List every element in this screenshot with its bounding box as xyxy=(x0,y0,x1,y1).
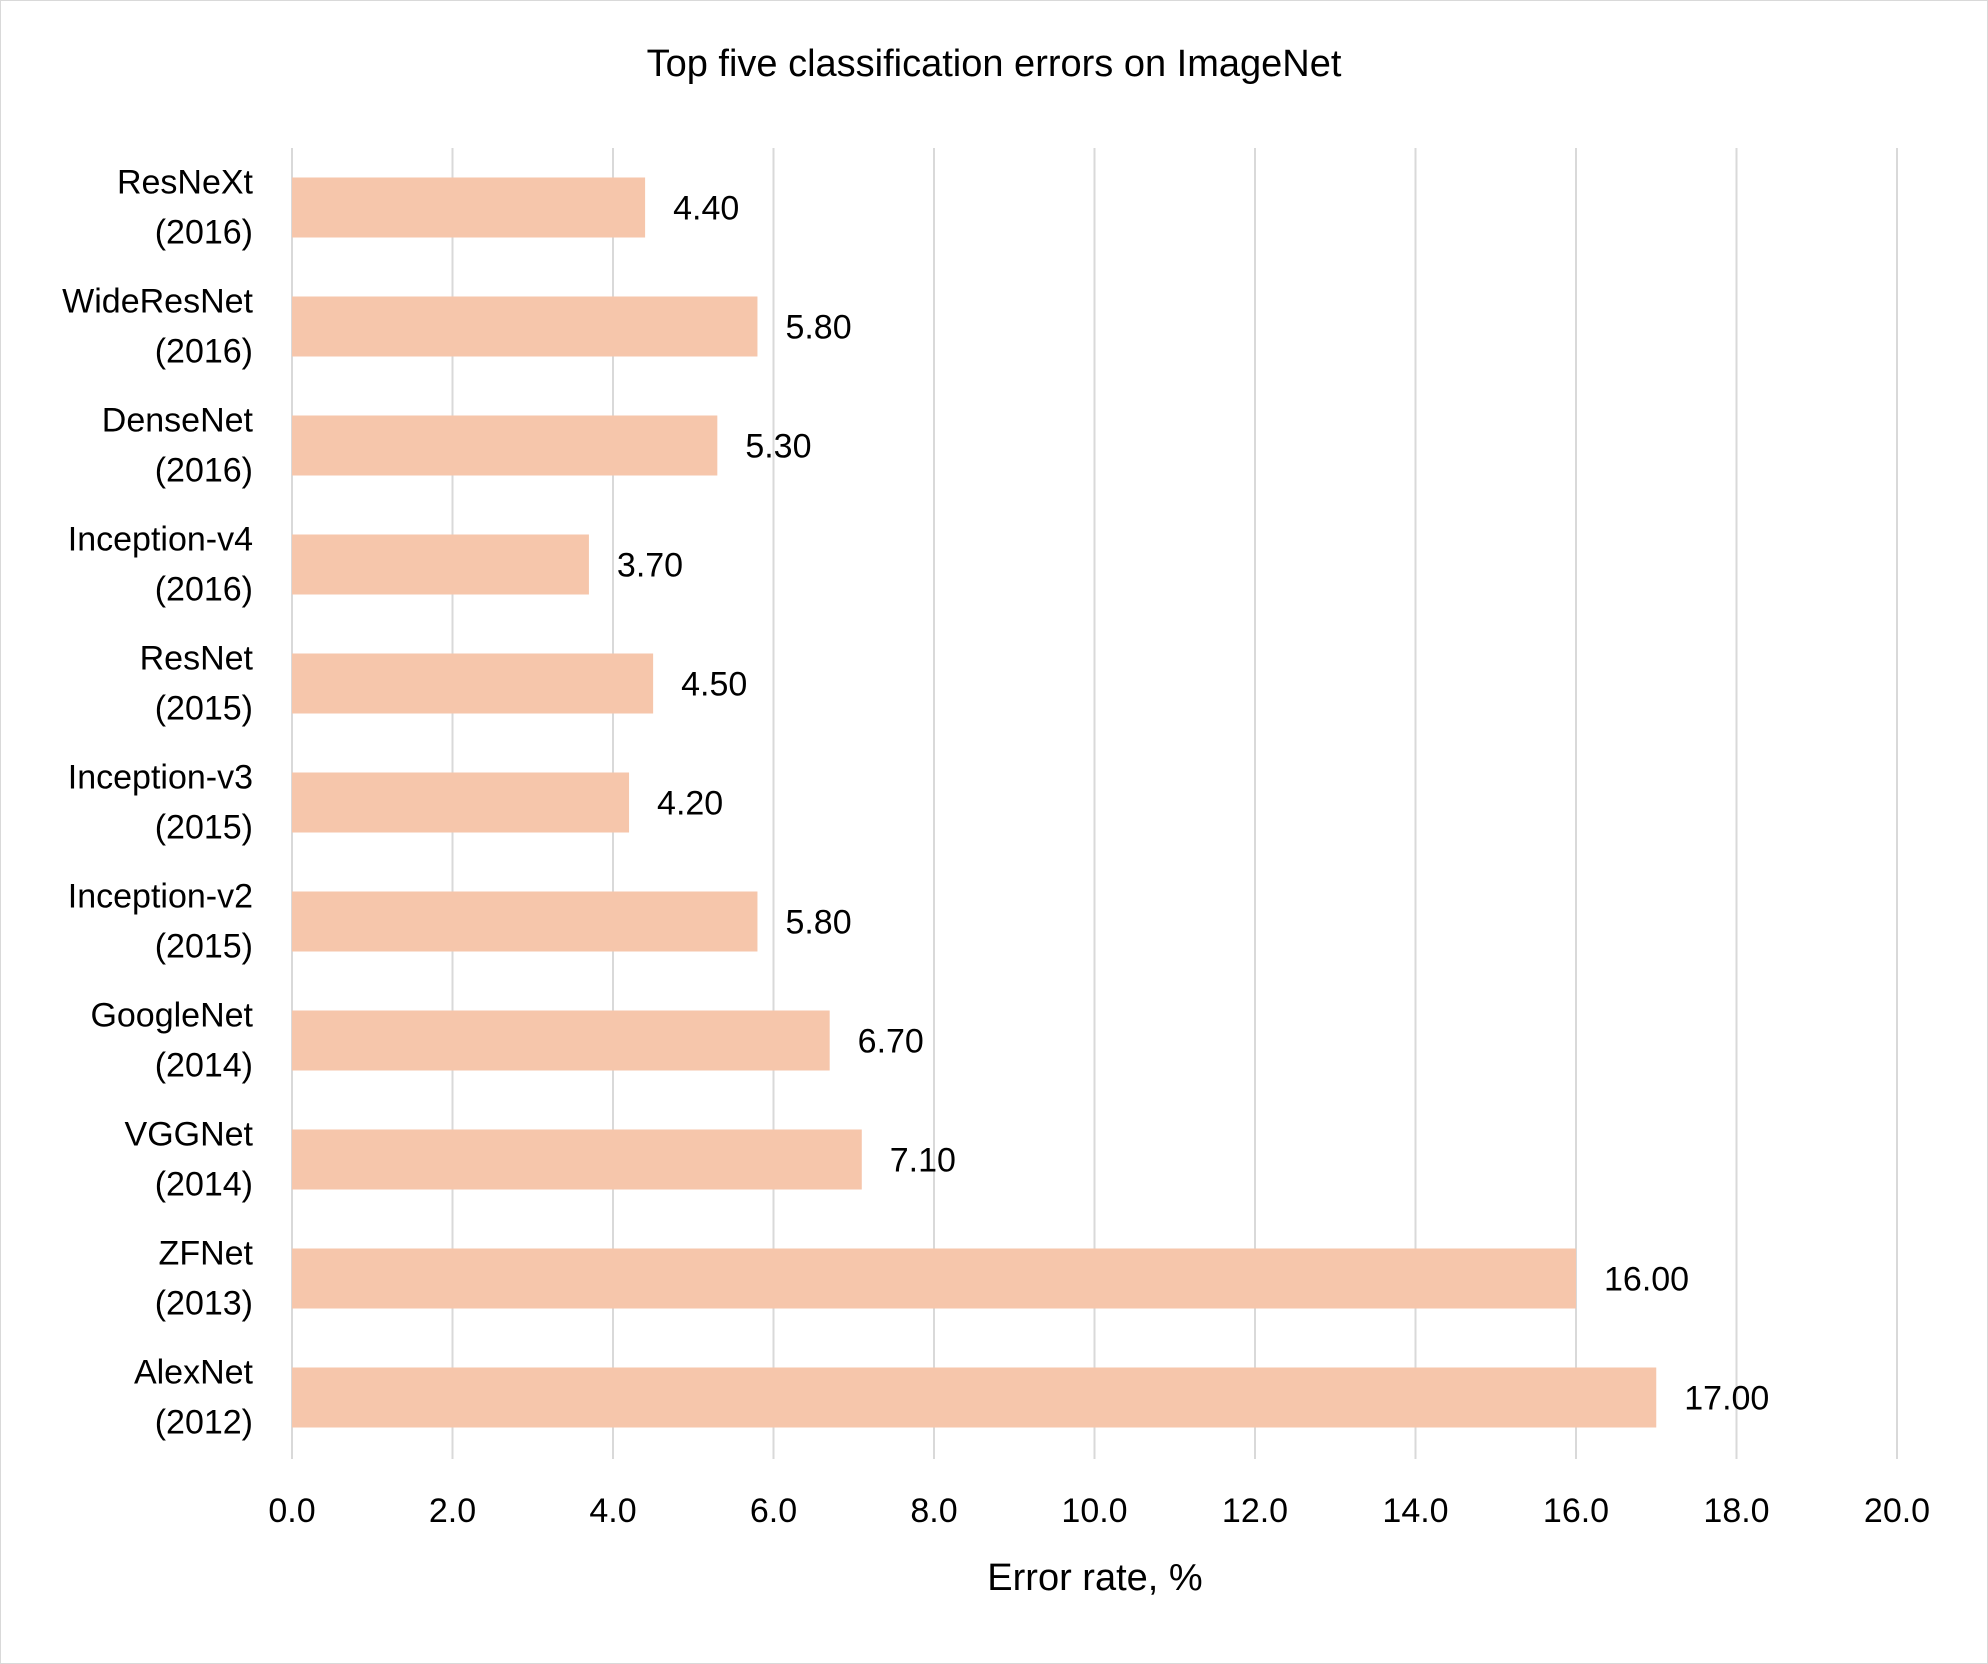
x-tick-label: 12.0 xyxy=(1222,1492,1288,1530)
category-name: VGGNet xyxy=(125,1116,254,1154)
bar xyxy=(292,1129,862,1190)
x-tick-label: 14.0 xyxy=(1382,1492,1448,1530)
x-tick-label: 16.0 xyxy=(1543,1492,1609,1530)
category-year: (2015) xyxy=(155,809,253,847)
category-name: DenseNet xyxy=(102,402,254,440)
bar xyxy=(292,1010,830,1071)
category-label: VGGNet (2014) xyxy=(125,1116,254,1204)
x-tick-label: 2.0 xyxy=(429,1492,476,1530)
category-label: ZFNet (2013) xyxy=(155,1235,254,1323)
category-label: Inception-v4 (2016) xyxy=(68,521,253,609)
grid-layer xyxy=(291,148,1898,1459)
category-year: (2016) xyxy=(155,571,253,609)
x-axis-title: Error rate, % xyxy=(987,1557,1202,1599)
chart-title: Top five classification errors on ImageN… xyxy=(647,43,1342,85)
category-year: (2014) xyxy=(155,1166,253,1204)
bar xyxy=(292,772,630,833)
data-label: 17.00 xyxy=(1684,1380,1769,1418)
data-label: 5.30 xyxy=(745,428,811,466)
category-name: Inception-v4 xyxy=(68,521,253,559)
bar xyxy=(292,415,718,476)
data-label: 5.80 xyxy=(785,309,851,347)
category-name: ResNet xyxy=(140,640,254,678)
data-label: 5.80 xyxy=(785,904,851,942)
bar xyxy=(292,177,646,238)
category-label: Inception-v2 (2015) xyxy=(68,878,253,966)
category-name: Inception-v3 xyxy=(68,759,253,797)
data-label: 4.50 xyxy=(681,666,747,704)
x-tick-label: 18.0 xyxy=(1703,1492,1769,1530)
x-tick-label: 20.0 xyxy=(1864,1492,1930,1530)
category-year: (2016) xyxy=(155,214,253,252)
category-label: DenseNet (2016) xyxy=(102,402,254,490)
category-year: (2016) xyxy=(155,333,253,371)
data-label: 7.10 xyxy=(890,1142,956,1180)
category-name: ZFNet xyxy=(159,1235,254,1273)
data-label: 4.20 xyxy=(657,785,723,823)
bar-layer xyxy=(292,177,1657,1428)
category-label: WideResNet (2016) xyxy=(62,283,253,371)
category-label: Inception-v3 (2015) xyxy=(68,759,253,847)
category-name: WideResNet xyxy=(62,283,253,321)
category-name: Inception-v2 xyxy=(68,878,253,916)
category-label: ResNet (2015) xyxy=(140,640,254,728)
data-label: 6.70 xyxy=(858,1023,924,1061)
bar xyxy=(292,1367,1657,1428)
category-name: ResNeXt xyxy=(117,164,254,202)
category-year: (2013) xyxy=(155,1285,253,1323)
bar xyxy=(292,296,758,357)
category-year: (2016) xyxy=(155,452,253,490)
x-tick-label: 10.0 xyxy=(1061,1492,1127,1530)
category-year: (2015) xyxy=(155,928,253,966)
x-tick-label: 8.0 xyxy=(910,1492,957,1530)
category-name: AlexNet xyxy=(134,1354,254,1392)
bar xyxy=(292,653,654,714)
category-year: (2012) xyxy=(155,1404,253,1442)
bar xyxy=(292,891,758,952)
category-label: AlexNet (2012) xyxy=(134,1354,254,1442)
data-label: 3.70 xyxy=(617,547,683,585)
x-tick-label: 4.0 xyxy=(589,1492,636,1530)
data-label: 4.40 xyxy=(673,190,739,228)
category-year: (2014) xyxy=(155,1047,253,1085)
data-label: 16.00 xyxy=(1604,1261,1689,1299)
category-year: (2015) xyxy=(155,690,253,728)
label-layer: 0.0 2.0 4.0 6.0 8.0 10.0 12.0 14.0 16.0 18.0 20.0 4… xyxy=(62,164,1930,1531)
category-label: ResNeXt (2016) xyxy=(117,164,254,252)
x-tick-label: 0.0 xyxy=(268,1492,315,1530)
bar xyxy=(292,534,589,595)
bar xyxy=(292,1248,1576,1309)
x-tick-label: 6.0 xyxy=(750,1492,797,1530)
category-name: GoogleNet xyxy=(90,997,253,1035)
category-label: GoogleNet (2014) xyxy=(90,997,253,1085)
